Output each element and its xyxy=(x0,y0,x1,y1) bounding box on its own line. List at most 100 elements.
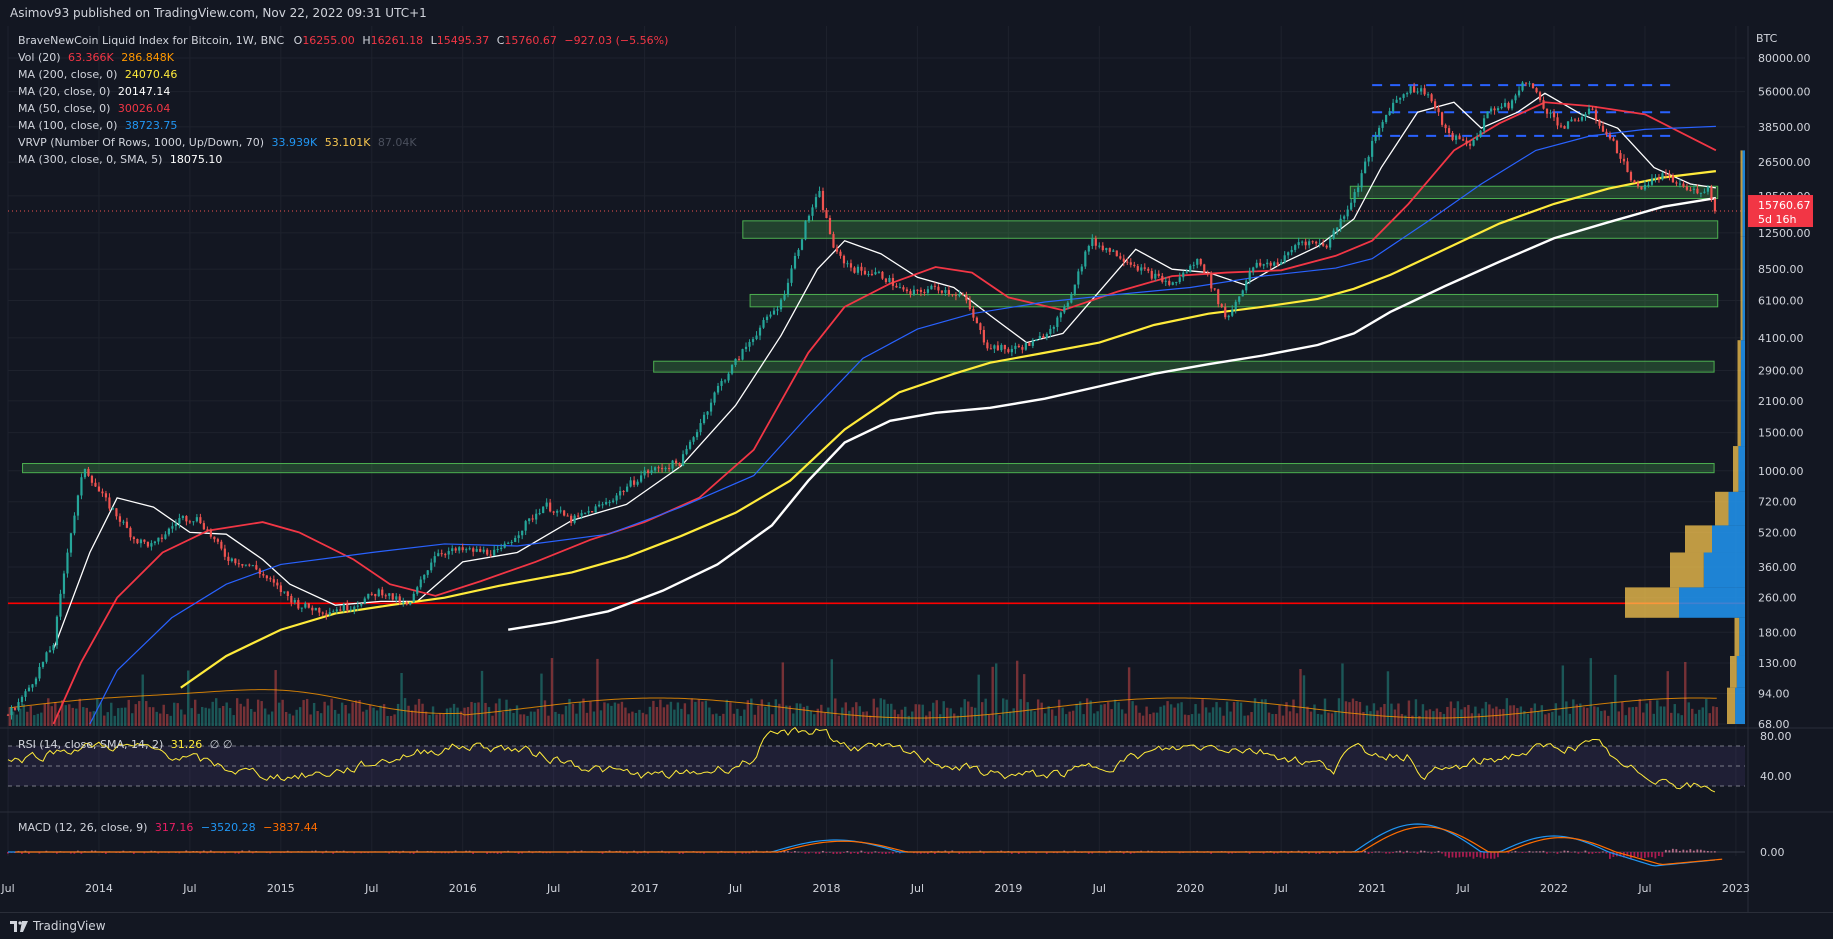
volume-bar xyxy=(253,711,256,726)
candle-body xyxy=(702,414,706,424)
macd-histogram-bar xyxy=(678,852,681,854)
volume-bar xyxy=(774,699,778,726)
price-axis[interactable]: BTC80000.0056000.0038500.0026500.0018500… xyxy=(1748,32,1813,859)
volume-bar xyxy=(1155,712,1159,726)
candle-body xyxy=(370,593,373,595)
candle-body xyxy=(1150,270,1153,279)
volume-bar xyxy=(1481,708,1484,726)
volume-bar xyxy=(561,714,564,726)
volume-bar xyxy=(1442,713,1446,726)
support-zone xyxy=(742,220,1719,239)
volume-bar xyxy=(1302,675,1306,726)
candle-body xyxy=(489,554,492,556)
candle-body xyxy=(24,691,27,697)
chart-panel[interactable]: BTC80000.0056000.0038500.0026500.0018500… xyxy=(0,26,1833,912)
volume-bar xyxy=(1145,706,1148,726)
macd-histogram-bar xyxy=(1476,852,1478,857)
candle-body xyxy=(674,460,678,464)
candle-body xyxy=(678,463,681,466)
volume-bar xyxy=(1386,671,1390,726)
volume-bar xyxy=(438,713,442,726)
macd-histogram-bar xyxy=(517,852,520,854)
candle-body xyxy=(1538,92,1542,101)
volume-bar xyxy=(823,712,827,726)
volume-bar xyxy=(1257,702,1260,726)
volume-bar xyxy=(1078,701,1082,726)
candle-body xyxy=(1409,86,1412,94)
volume-bar xyxy=(1250,712,1253,726)
time-axis[interactable]: Jul 2014 Jul 2015 Jul 2016 Jul 2017 Jul 2018 Jul 20… xyxy=(0,882,1750,895)
candle-body xyxy=(1406,93,1409,95)
volume-bar xyxy=(1313,704,1316,726)
macd-histogram-bar xyxy=(933,852,936,854)
candle-body xyxy=(90,475,94,483)
candle-body xyxy=(1514,95,1517,101)
macd-histogram-bar xyxy=(1381,852,1384,853)
volume-bar xyxy=(543,700,547,726)
macd-histogram-bar xyxy=(566,852,569,854)
volume-bar xyxy=(410,710,414,726)
ma20-label: MA (20, close, 0) xyxy=(18,85,111,98)
volume-bar xyxy=(1229,711,1232,726)
volume-bar xyxy=(127,699,130,726)
price-lines xyxy=(52,92,1717,725)
volume-bar xyxy=(575,713,578,726)
volume-bar xyxy=(1663,706,1666,726)
candle-body xyxy=(1035,339,1038,342)
candle-body xyxy=(300,607,303,609)
candle-body xyxy=(751,339,755,342)
volume-bar xyxy=(1579,703,1582,726)
macd-histogram-bar xyxy=(1441,852,1443,854)
macd-histogram-bar xyxy=(783,850,786,853)
candle-body xyxy=(1378,127,1381,136)
volume-bar xyxy=(1593,706,1596,726)
volume-bar xyxy=(785,705,788,726)
volume-bar xyxy=(1026,702,1029,726)
candle-body xyxy=(916,289,919,291)
candle-body xyxy=(17,702,20,710)
macd-histogram-bar xyxy=(1608,852,1611,859)
candle-body xyxy=(1643,184,1647,190)
candle-body xyxy=(45,652,48,662)
ma-line xyxy=(52,92,1716,650)
price-chart[interactable]: BTC80000.0056000.0038500.0026500.0018500… xyxy=(0,26,1833,912)
rsi-tick-label: 40.00 xyxy=(1760,770,1792,783)
candle-body xyxy=(374,593,377,597)
candle-body xyxy=(636,481,639,485)
candle-body xyxy=(192,521,195,523)
macd-histogram-bar xyxy=(447,852,450,854)
candle-body xyxy=(1140,267,1143,271)
candle-body xyxy=(685,448,688,455)
volume-bar xyxy=(207,708,211,726)
volume-bar xyxy=(715,713,718,726)
volume-bar xyxy=(865,711,868,726)
volume-bar xyxy=(92,711,95,726)
candle-body xyxy=(1392,102,1395,112)
volume-bar xyxy=(456,707,459,726)
volume-bar xyxy=(1691,708,1694,726)
volume-bar xyxy=(925,715,928,726)
macd-histogram-bar xyxy=(1507,852,1510,854)
volume-bar xyxy=(834,698,837,726)
candle-body xyxy=(804,221,807,240)
volume-bar xyxy=(319,713,323,726)
candle-body xyxy=(1245,280,1248,291)
candle-body xyxy=(975,317,978,324)
volume-bar xyxy=(519,714,522,726)
macd-histogram-bar xyxy=(860,850,863,853)
volume-bar xyxy=(1152,712,1155,726)
volume-bar xyxy=(120,707,123,726)
volume-bar xyxy=(1278,705,1281,726)
macd-histogram-bar xyxy=(741,852,744,854)
volume-bar xyxy=(477,702,480,726)
candle-body xyxy=(1416,91,1419,93)
time-tick-label: Jul xyxy=(182,882,196,895)
candle-body xyxy=(608,501,611,503)
candle-body xyxy=(937,286,940,291)
volume-bar xyxy=(911,711,914,726)
time-tick-label: Jul xyxy=(910,882,924,895)
candle-body xyxy=(619,491,622,496)
candle-body xyxy=(216,539,219,542)
volume-bar xyxy=(1670,712,1673,726)
macd-histogram-bar xyxy=(947,852,950,854)
